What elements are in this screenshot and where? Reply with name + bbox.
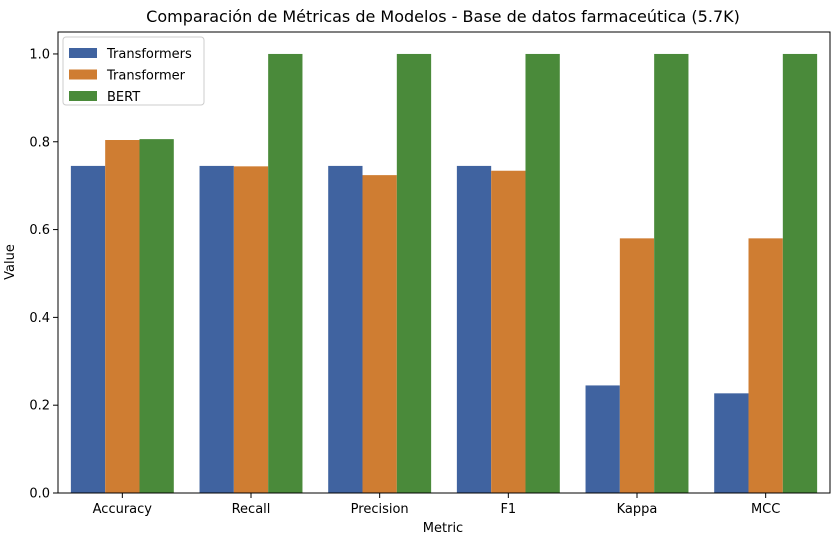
legend-label-bert: BERT	[107, 90, 140, 105]
bar-bert-kappa	[654, 53, 689, 493]
bar-transformers-f1	[456, 165, 492, 493]
bar-bert-f1	[525, 53, 560, 493]
legend-swatch-transformers	[69, 48, 97, 58]
x-tick-label: Kappa	[617, 502, 658, 517]
bar-transformers-precision	[328, 165, 363, 493]
chart-title: Comparación de Métricas de Modelos - Bas…	[146, 7, 740, 26]
x-tick-label: MCC	[751, 502, 780, 517]
bar-transformer-precision	[362, 175, 397, 493]
bars-group	[70, 53, 818, 493]
y-axis-title: Value	[3, 244, 18, 280]
bar-transformers-recall	[199, 165, 234, 493]
y-axis: 0.0 0.2 0.4 0.6 0.8 1.0	[29, 47, 58, 502]
bar-transformer-kappa	[619, 238, 655, 493]
bar-transformers-mcc	[714, 393, 749, 493]
y-tick-label: 0.0	[29, 487, 50, 502]
bar-bert-recall	[268, 53, 303, 493]
bar-transformers-kappa	[585, 385, 620, 493]
bar-transformers-accuracy	[70, 165, 106, 493]
y-tick-label: 1.0	[29, 47, 50, 62]
y-tick-label: 0.4	[29, 311, 50, 326]
bar-bert-accuracy	[139, 139, 174, 493]
legend-label-transformers: Transformers	[106, 47, 192, 62]
x-tick-label: Accuracy	[93, 502, 153, 517]
legend-swatch-transformer	[69, 69, 97, 80]
legend-label-transformer: Transformer	[106, 69, 186, 84]
x-tick-label: Precision	[351, 502, 409, 517]
legend-swatch-bert	[69, 91, 97, 101]
bar-bert-precision	[396, 53, 432, 493]
y-tick-label: 0.8	[29, 135, 50, 150]
plot-frame	[57, 31, 831, 494]
bar-transformer-accuracy	[105, 140, 140, 493]
x-axis: Accuracy Recall Precision F1 Kappa MCC	[93, 493, 780, 517]
bar-transformer-recall	[233, 166, 269, 493]
legend-box	[62, 36, 205, 106]
bar-transformer-f1	[491, 170, 526, 493]
bar-bert-mcc	[782, 53, 818, 493]
x-tick-label: F1	[500, 502, 516, 517]
y-tick-label: 0.2	[29, 399, 50, 414]
bar-transformer-mcc	[748, 238, 783, 493]
x-axis-title: Metric	[423, 521, 463, 536]
x-tick-label: Recall	[232, 502, 271, 517]
y-tick-label: 0.6	[29, 223, 50, 238]
legend: Transformers Transformer BERT	[62, 36, 205, 106]
